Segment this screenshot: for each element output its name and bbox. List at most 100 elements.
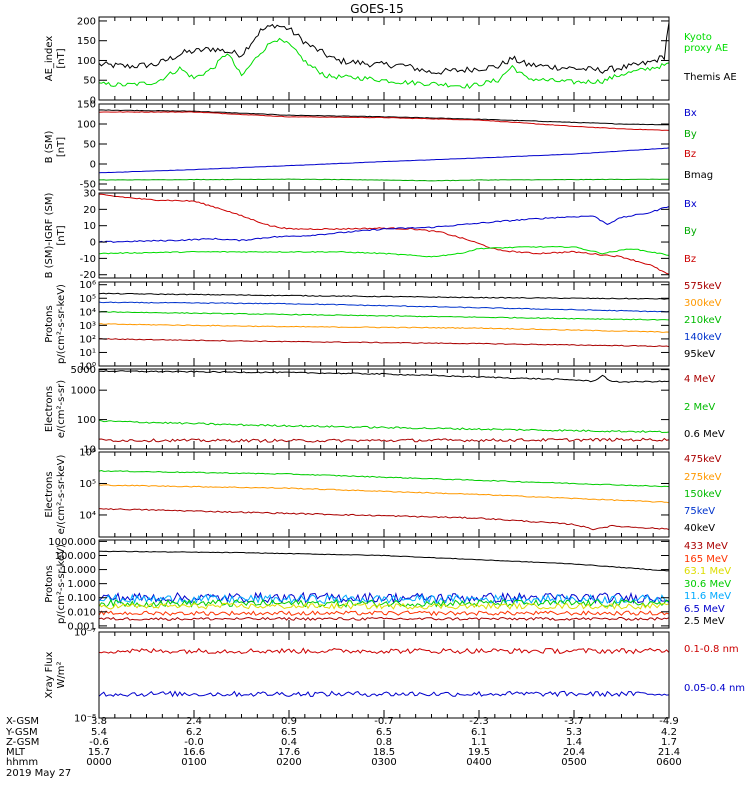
legend-label-electrons_mev-0: 4 MeV <box>684 374 715 385</box>
footer-value-2-0: 0.9 <box>281 716 297 727</box>
legend-label-bigrf-2: Bz <box>684 254 696 265</box>
legend-label-electrons_mev-2: 0.6 MeV <box>684 429 725 440</box>
series-line-protons_high-0 <box>99 550 670 572</box>
legend-label-electrons_kev-1: 275keV <box>684 472 722 483</box>
legend-label-bigrf-0: Bx <box>684 199 697 210</box>
ytick-label-ae-4: 200 <box>77 16 96 27</box>
footer-value-1-2: -0.0 <box>184 737 204 748</box>
series-line-protons_low-1 <box>98 301 670 313</box>
ytick-label-protons_low-4: 10⁴ <box>79 307 96 318</box>
footer-value-1-1: 6.2 <box>186 727 202 738</box>
ytick-label-bigrf-3: 10 <box>83 221 96 232</box>
series-line-ae-0 <box>98 22 670 75</box>
ytick-label-electrons_kev-0: 10⁴ <box>79 510 96 521</box>
footer-row-label-3: MLT <box>6 747 26 758</box>
footer-value-5-3: 20.4 <box>563 747 585 758</box>
ytick-label-protons_low-3: 10³ <box>79 321 96 332</box>
footer-value-2-4: 0200 <box>276 757 301 768</box>
legend-label-protons_high-6: 2.5 MeV <box>684 616 725 627</box>
ylabel-bigrf-0: B (SM)-IGRF (SM) <box>44 193 55 279</box>
ytick-label-b-3: 100 <box>77 120 96 131</box>
footer-value-6-3: 21.4 <box>658 747 680 758</box>
ytick-label-electrons_kev-1: 10⁵ <box>79 479 96 490</box>
footer-value-3-4: 0300 <box>371 757 396 768</box>
series-line-protons_high-3 <box>98 598 670 608</box>
ytick-label-protons_high-5: 100.000 <box>55 551 96 562</box>
footer-value-4-0: -2.3 <box>469 716 489 727</box>
series-line-bigrf-0 <box>98 193 670 275</box>
series-line-protons_high-2 <box>98 593 670 605</box>
legend-label-protons_high-1: 165 MeV <box>684 554 728 565</box>
panel-frame-xray <box>98 631 670 719</box>
legend-label-electrons_mev-1: 2 MeV <box>684 402 715 413</box>
ylabel-protons_low-0: Protons <box>44 305 55 342</box>
ylabel-protons_high-0: Protons <box>44 565 55 602</box>
ytick-label-electrons_mev-0: 10 <box>83 445 96 456</box>
ytick-label-b-1: 0 <box>90 160 96 171</box>
footer-value-3-3: 18.5 <box>373 747 395 758</box>
footer-value-6-2: 1.7 <box>661 737 677 748</box>
ytick-label-b-4: 150 <box>77 100 96 111</box>
series-line-electrons_kev-1 <box>98 484 670 504</box>
legend-label-xray-0: 0.1-0.8 nm <box>684 644 739 655</box>
legend-label-protons_high-3: 30.6 MeV <box>684 579 731 590</box>
ytick-label-electrons_mev-3: 5000 <box>71 365 96 376</box>
series-line-b-1 <box>98 111 670 131</box>
ytick-label-b-2: 50 <box>83 140 96 151</box>
ytick-label-protons_high-0: 0.001 <box>67 621 96 632</box>
ytick-label-protons_high-4: 10.000 <box>61 565 96 576</box>
series-line-protons_high-4 <box>98 602 670 610</box>
legend-label-protons_high-0: 433 MeV <box>684 541 728 552</box>
ytick-label-protons_high-3: 1.000 <box>67 579 96 590</box>
ytick-label-bigrf-4: 20 <box>83 205 96 216</box>
ylabel-ae-0: AE_index <box>44 36 55 82</box>
ytick-label-ae-3: 150 <box>77 36 96 47</box>
ytick-label-electrons_mev-2: 1000 <box>71 386 96 397</box>
legend-label-protons_high-4: 11.6 MeV <box>684 591 731 602</box>
series-line-bigrf-2 <box>98 245 670 258</box>
legend-label-b-0: Bx <box>684 108 697 119</box>
ylabel-electrons_kev-1: e/(cm²-s-sr-keV) <box>56 455 67 535</box>
footer-value-5-4: 0500 <box>561 757 586 768</box>
footer-value-1-0: 2.4 <box>186 716 202 727</box>
ylabel-ae-1: [nT] <box>56 48 67 68</box>
ytick-label-b-0: -50 <box>80 180 96 191</box>
ylabel-xray-1: W/m² <box>56 661 67 688</box>
series-line-protons_high-6 <box>98 616 670 621</box>
ytick-label-bigrf-1: -10 <box>80 254 96 265</box>
ytick-label-protons_high-1: 0.010 <box>67 607 96 618</box>
ytick-label-protons_low-0: 10⁰ <box>79 362 96 373</box>
series-line-b-3 <box>99 178 670 182</box>
ytick-label-protons_low-5: 10⁵ <box>79 294 96 305</box>
legend-label-protons_high-2: 63.1 MeV <box>684 566 731 577</box>
footer-value-4-3: 19.5 <box>468 747 490 758</box>
series-line-protons_high-5 <box>98 610 670 617</box>
footer-row-label-4: hhmm <box>6 757 38 768</box>
ytick-label-protons_low-1: 10¹ <box>79 348 96 359</box>
ytick-label-xray-0: 10⁻⁸ <box>74 714 96 725</box>
footer-value-0-1: 5.4 <box>91 727 107 738</box>
series-line-xray-1 <box>98 690 670 698</box>
ylabel-bigrf-1: [nT] <box>56 225 67 245</box>
legend-label-electrons_kev-2: 150keV <box>684 489 722 500</box>
legend-label-bigrf-1: By <box>684 226 697 237</box>
series-line-protons_low-3 <box>98 323 670 333</box>
footer-value-3-0: -0.7 <box>374 716 394 727</box>
panel-frame-ae <box>98 16 670 101</box>
legend-label-b-2: Bz <box>684 149 696 160</box>
panel-frame-bigrf <box>98 192 670 279</box>
legend-label-protons_low-3: 140keV <box>684 332 722 343</box>
footer-value-4-4: 0400 <box>466 757 491 768</box>
ylabel-xray-0: Xray Flux <box>44 651 55 698</box>
ytick-label-bigrf-2: 0 <box>90 238 96 249</box>
ylabel-electrons_mev-1: e/(cm²-s-sr) <box>56 380 67 438</box>
plot-title: GOES-15 <box>350 2 404 16</box>
ylabel-electrons_mev-0: Electrons <box>44 386 55 432</box>
ylabel-b-1: [nT] <box>56 137 67 157</box>
series-line-ae-1 <box>98 37 670 90</box>
ytick-label-protons_high-6: 1000.000 <box>48 537 96 548</box>
ytick-label-electrons_mev-1: 100 <box>77 415 96 426</box>
legend-label-ae-2: Themis AE <box>683 72 737 83</box>
